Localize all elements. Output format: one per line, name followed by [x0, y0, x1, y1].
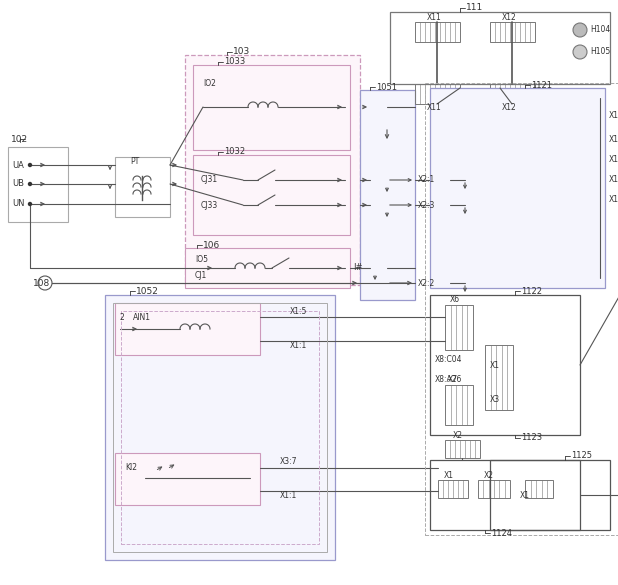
Text: X1:5: X1:5	[609, 176, 618, 184]
Bar	[490, 84, 535, 104]
Text: 1122: 1122	[521, 287, 542, 295]
Text: X12: X12	[502, 12, 517, 22]
Text: 102: 102	[11, 135, 28, 143]
Bar	[430, 88, 605, 288]
Text: CJ1: CJ1	[195, 271, 207, 280]
Text: X1:3: X1:3	[609, 136, 618, 144]
Bar	[490, 460, 610, 530]
Text: X11: X11	[427, 12, 442, 22]
Text: 1052: 1052	[136, 287, 159, 295]
Text: X3:7: X3:7	[280, 457, 297, 466]
Text: X1:6: X1:6	[609, 195, 618, 205]
Bar	[415, 84, 460, 104]
Text: X11: X11	[427, 102, 442, 112]
Text: 103: 103	[233, 47, 250, 57]
Text: 108: 108	[33, 278, 50, 287]
Text: 1051: 1051	[376, 82, 397, 91]
Text: H105: H105	[590, 47, 610, 57]
Text: PT: PT	[130, 157, 139, 167]
Text: X12: X12	[502, 102, 517, 112]
Bar	[113, 303, 327, 552]
Text: X2: X2	[484, 470, 494, 480]
Text: X1:4: X1:4	[609, 156, 618, 164]
Bar	[430, 295, 580, 435]
Text: X2:1: X2:1	[418, 176, 435, 184]
Text: IO2: IO2	[203, 78, 216, 88]
Text: X1: X1	[444, 470, 454, 480]
Text: 1121: 1121	[531, 81, 552, 90]
Text: X3: X3	[490, 395, 500, 404]
Text: 1123: 1123	[521, 433, 542, 442]
Circle shape	[573, 23, 587, 37]
Circle shape	[28, 183, 32, 185]
Bar	[115, 303, 260, 355]
Bar	[115, 453, 260, 505]
Text: 111: 111	[466, 4, 483, 12]
Text: UN: UN	[12, 199, 25, 208]
Text: X1:1: X1:1	[280, 490, 297, 500]
Text: KI2: KI2	[125, 463, 137, 473]
Bar	[430, 460, 580, 530]
Text: UB: UB	[12, 180, 24, 188]
Text: X8:C04: X8:C04	[435, 356, 462, 364]
Bar	[115, 157, 170, 217]
Text: X1:5: X1:5	[290, 307, 307, 315]
Bar	[525, 480, 553, 498]
Text: X1:1: X1:1	[609, 111, 618, 119]
Bar	[485, 345, 513, 410]
Bar	[121, 311, 319, 544]
Text: 1032: 1032	[224, 147, 245, 157]
Text: X1:1: X1:1	[290, 340, 307, 349]
Bar	[445, 440, 480, 458]
Text: 1033: 1033	[224, 57, 245, 67]
Bar	[185, 55, 360, 285]
Bar	[445, 385, 473, 425]
Text: X2: X2	[453, 431, 463, 439]
Text: I#: I#	[353, 263, 363, 273]
Text: X2:3: X2:3	[418, 201, 435, 209]
Text: CJ33: CJ33	[201, 201, 218, 209]
Text: X8:A26: X8:A26	[435, 376, 462, 384]
Bar	[390, 12, 610, 84]
Bar	[105, 295, 335, 560]
Text: H104: H104	[590, 26, 610, 35]
Text: X7: X7	[448, 376, 458, 384]
Bar	[193, 65, 350, 150]
Text: IO5: IO5	[195, 256, 208, 264]
Text: CJ31: CJ31	[201, 176, 218, 184]
Text: 2: 2	[119, 312, 124, 322]
Text: X6: X6	[450, 295, 460, 305]
Bar	[490, 22, 535, 42]
Circle shape	[573, 45, 587, 59]
Bar	[185, 248, 350, 288]
Bar	[445, 305, 473, 350]
Circle shape	[28, 163, 32, 167]
Bar	[415, 22, 460, 42]
Bar	[360, 90, 415, 300]
Circle shape	[28, 202, 32, 205]
Text: X2:2: X2:2	[418, 278, 435, 287]
Text: AIN1: AIN1	[133, 312, 151, 322]
Text: UA: UA	[12, 160, 24, 170]
Bar	[425, 83, 618, 535]
Text: 1125: 1125	[571, 452, 592, 460]
Bar	[438, 480, 468, 498]
Text: X1: X1	[520, 490, 530, 500]
Text: 106: 106	[203, 240, 220, 249]
Bar	[478, 480, 510, 498]
Bar	[193, 155, 350, 235]
Bar	[8, 147, 68, 222]
Text: X1: X1	[490, 360, 500, 370]
Text: 1124: 1124	[491, 528, 512, 538]
